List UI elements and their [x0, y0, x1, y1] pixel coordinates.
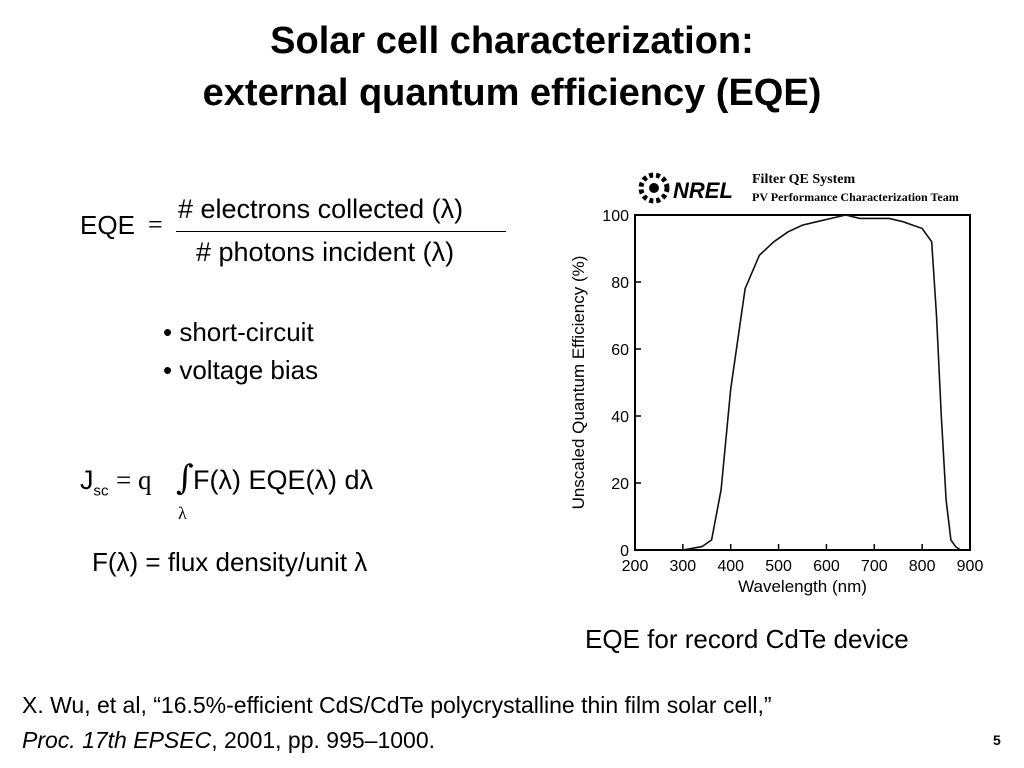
x-tick-label: 600 [813, 558, 840, 575]
chart-series [682, 214, 961, 551]
integral-symbol: ∫ [176, 458, 194, 498]
figure-header-line2: PV Performance Characterization Team [752, 190, 959, 204]
eqe-chart: NREL Filter QE System PV Performance Cha… [569, 172, 983, 596]
bullet-short-circuit: • short-circuit [163, 317, 314, 347]
jsc-prefix: = q [116, 465, 152, 495]
reference-line2: Proc. 17th EPSEC, 2001, pp. 995–1000. [22, 727, 435, 754]
eqe-numerator: # electrons collected (λ) [178, 194, 464, 224]
eqe-denominator: # photons incident (λ) [196, 237, 455, 267]
nrel-sun-core [649, 183, 659, 193]
x-tick-label: 300 [670, 558, 697, 575]
y-tick-label: 100 [602, 208, 629, 225]
slide-title-line1: Solar cell characterization: [270, 20, 754, 62]
chart-ticks: 200 300 400 500 600 700 800 900 0 20 40 60 80 100 [602, 208, 983, 575]
nrel-logo-text: NREL [673, 178, 733, 203]
nrel-sun-icon [638, 172, 670, 204]
plot-frame [634, 214, 971, 551]
x-axis-label: Wavelength (nm) [738, 577, 867, 596]
x-tick-label: 900 [957, 558, 984, 575]
jsc-symbol: J [80, 465, 94, 495]
figure-caption: EQE for record CdTe device [585, 624, 909, 654]
eqe-lhs: EQE [80, 210, 135, 240]
flux-definition: F(λ) = flux density/unit λ [92, 547, 368, 577]
integral-subscript: λ [178, 503, 187, 523]
y-tick-label: 40 [611, 409, 629, 426]
y-axis-label: Unscaled Quantum Efficiency (%) [569, 256, 588, 510]
page-number: 5 [993, 732, 1001, 748]
x-tick-label: 200 [622, 558, 649, 575]
x-tick-label: 500 [765, 558, 792, 575]
bullet-voltage-bias: • voltage bias [163, 355, 319, 385]
eqe-curve [682, 214, 961, 551]
jsc-lhs: Jsc = q [80, 465, 152, 499]
y-tick-label: 20 [611, 476, 629, 493]
slide-title-line2: external quantum efficiency (EQE) [202, 72, 822, 114]
x-tick-label: 800 [909, 558, 936, 575]
y-tick-label: 0 [620, 543, 629, 560]
y-tick-label: 60 [611, 342, 629, 359]
reference-journal: Proc. 17th EPSEC [22, 727, 212, 753]
y-tick-label: 80 [611, 275, 629, 292]
nrel-logo: NREL [638, 172, 733, 204]
eqe-equals-sign: = [148, 210, 163, 239]
fraction-bar [176, 231, 506, 232]
x-tick-label: 400 [717, 558, 744, 575]
jsc-integrand: F(λ) EQE(λ) dλ [193, 465, 373, 495]
reference-line1: X. Wu, et al, “16.5%-efficient CdS/CdTe … [22, 692, 772, 718]
chart-axes [634, 214, 971, 551]
jsc-subscript: sc [93, 482, 109, 500]
x-tick-label: 700 [861, 558, 888, 575]
reference-details: , 2001, pp. 995–1000. [211, 727, 436, 753]
figure-header-line1: Filter QE System [752, 172, 856, 187]
